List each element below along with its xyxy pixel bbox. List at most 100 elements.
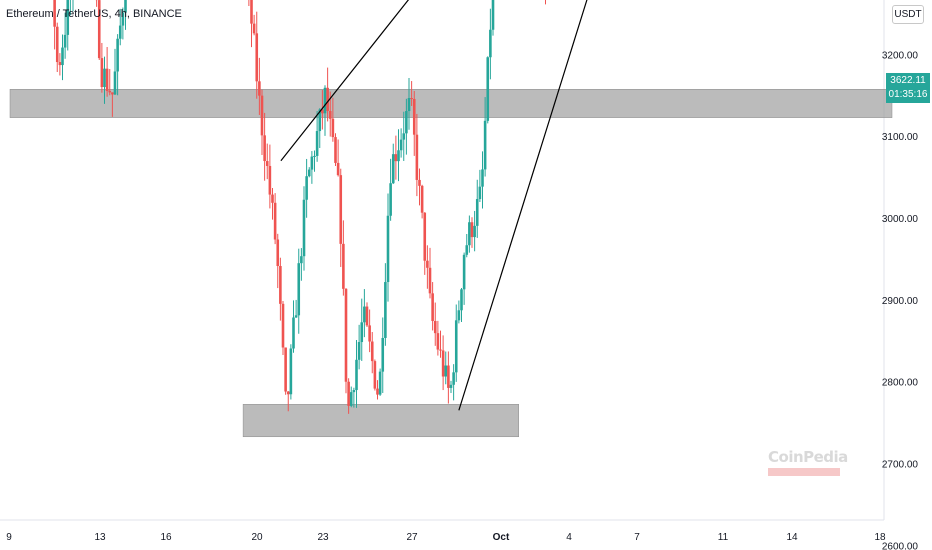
- candle-body-97: [263, 135, 266, 162]
- candle-body-102: [276, 239, 280, 267]
- candle-body-117: [315, 131, 319, 156]
- support-resistance-zone-2: [242, 404, 519, 438]
- candle-body-99: [268, 165, 272, 195]
- candle-body-109: [294, 315, 298, 318]
- chart-title: Ethereum / TetherUS, 4h, BINANCE: [6, 8, 182, 20]
- candle-body-166: [444, 365, 448, 377]
- y-tick-label-2900: 2900.00: [882, 296, 919, 307]
- candle-body-111: [300, 256, 303, 264]
- candle-body-168: [449, 384, 453, 388]
- y-tick-label-3200: 3200.00: [882, 50, 919, 61]
- candle-body-156: [418, 179, 421, 186]
- candle-body-167: [447, 365, 450, 388]
- candle-body-169: [452, 372, 455, 385]
- candle-body-128: [344, 288, 348, 382]
- candle-body-148: [397, 150, 400, 162]
- currency-selector[interactable]: USDT: [892, 5, 924, 24]
- candle-body-138: [370, 341, 374, 362]
- candle-body-174: [465, 245, 469, 255]
- candle-body-108: [292, 317, 295, 349]
- candle-body-182: [486, 57, 490, 121]
- candle-body-113: [305, 176, 308, 200]
- candle-body-147: [394, 154, 398, 162]
- candle-body-92: [250, 0, 253, 24]
- candle-body-184: [491, 0, 495, 30]
- last-price-tag: 3622.11 01:35:16: [886, 73, 930, 103]
- candle-body-151: [405, 111, 408, 134]
- candle-body-142: [381, 337, 385, 372]
- candle-body-40: [113, 71, 117, 95]
- x-tick-label-13: 13: [94, 532, 106, 543]
- candle-body-120: [323, 87, 327, 114]
- candle-body-93: [252, 23, 256, 34]
- candle-body-162: [433, 320, 437, 334]
- candle-body-160: [428, 267, 432, 294]
- candle-body-153: [410, 98, 413, 100]
- candle-body-123: [331, 118, 335, 138]
- candle-body-159: [426, 260, 429, 268]
- trendline-1: [458, 0, 588, 411]
- watermark-bar: [768, 468, 840, 476]
- candle-body-155: [415, 134, 419, 180]
- candle-body-106: [286, 391, 290, 395]
- candle-body-150: [402, 133, 406, 140]
- candle-body-18: [55, 26, 59, 63]
- candle-body-101: [273, 202, 277, 240]
- candle-body-172: [460, 289, 463, 311]
- last-price-value: 3622.11: [890, 75, 926, 86]
- candle-body-121: [326, 87, 329, 111]
- candle-body-17: [53, 0, 56, 27]
- candle-body-43: [121, 12, 125, 26]
- candle-body-133: [357, 342, 361, 360]
- candle-body-130: [349, 392, 353, 406]
- candle-body-163: [436, 333, 440, 350]
- candle-body-152: [407, 98, 411, 112]
- candle-body-177: [473, 225, 476, 238]
- y-tick-label-3100: 3100.00: [882, 132, 919, 143]
- x-tick-label-Oct: Oct: [493, 532, 510, 543]
- y-tick-label-2700: 2700.00: [882, 460, 919, 471]
- candle-body-125: [336, 162, 340, 176]
- candle-body-37: [105, 68, 109, 91]
- candle-body-161: [431, 293, 434, 321]
- candle-body-100: [271, 194, 274, 203]
- candle-body-170: [454, 320, 458, 373]
- candle-body-126: [339, 175, 343, 244]
- candle-body-145: [389, 183, 392, 216]
- candle-body-112: [302, 199, 306, 257]
- candle-body-34: [97, 0, 101, 59]
- watermark-logo: CoinPedia: [768, 448, 848, 466]
- candle-body-134: [360, 322, 364, 343]
- candle-body-158: [423, 212, 427, 261]
- candle-body-44: [124, 0, 127, 13]
- candles: [53, 0, 546, 414]
- bar-countdown-timer: 01:35:16: [888, 89, 928, 100]
- candle-body-22: [66, 0, 70, 35]
- candle-body-178: [475, 199, 479, 226]
- candle-body-36: [103, 68, 106, 88]
- y-tick-label-2600: 2600.00: [882, 541, 919, 550]
- candle-body-41: [116, 38, 119, 72]
- candle-body-154: [412, 98, 416, 135]
- candle-body-107: [289, 348, 293, 395]
- x-tick-label-4: 4: [566, 532, 572, 543]
- candle-body-38: [108, 90, 112, 93]
- candle-body-20: [61, 47, 64, 66]
- candle-body-127: [342, 243, 345, 289]
- candle-body-139: [373, 361, 377, 389]
- y-tick-label-3000: 3000.00: [882, 214, 919, 225]
- candle-body-176: [470, 222, 474, 238]
- candle-body-136: [365, 306, 369, 326]
- x-tick-label-20: 20: [251, 532, 263, 543]
- candle-body-183: [489, 29, 492, 58]
- x-tick-label-7: 7: [634, 532, 640, 543]
- candle-body-175: [468, 222, 471, 246]
- candle-body-94: [255, 33, 259, 82]
- candle-body-96: [260, 95, 264, 136]
- x-tick-label-27: 27: [406, 532, 418, 543]
- x-tick-label-11: 11: [718, 532, 729, 543]
- candle-body-135: [363, 306, 366, 323]
- candle-body-180: [481, 169, 484, 187]
- candle-body-21: [63, 34, 67, 48]
- candle-body-173: [462, 254, 466, 290]
